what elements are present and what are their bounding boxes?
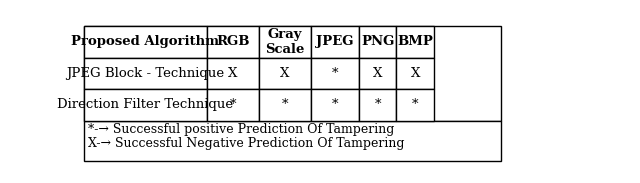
Bar	[207, 89, 259, 121]
Text: Gray
Scale: Gray Scale	[266, 28, 305, 56]
Bar	[259, 89, 311, 121]
Bar	[84, 89, 207, 121]
Text: *: *	[332, 98, 339, 111]
Text: *: *	[230, 98, 236, 111]
Bar	[259, 58, 311, 89]
Bar	[207, 58, 259, 89]
Bar	[259, 26, 311, 58]
Bar	[359, 26, 396, 58]
Text: Proposed Algorithm: Proposed Algorithm	[72, 36, 220, 48]
Text: X: X	[280, 67, 290, 80]
Text: *-→ Successful positive Prediction Of Tampering: *-→ Successful positive Prediction Of Ta…	[88, 123, 394, 136]
Text: X: X	[373, 67, 382, 80]
Bar	[359, 89, 396, 121]
Bar	[359, 58, 396, 89]
Text: X-→ Successful Negative Prediction Of Tampering: X-→ Successful Negative Prediction Of Ta…	[88, 137, 404, 150]
Text: *: *	[374, 98, 381, 111]
Text: X: X	[410, 67, 420, 80]
Text: JPEG Block - Technique: JPEG Block - Technique	[67, 67, 225, 80]
Bar	[84, 26, 500, 121]
Bar	[396, 26, 434, 58]
Bar	[396, 58, 434, 89]
Bar	[84, 58, 207, 89]
Text: JPEG: JPEG	[316, 36, 354, 48]
Bar	[84, 121, 500, 161]
Text: PNG: PNG	[361, 36, 394, 48]
Bar	[311, 58, 359, 89]
Text: *: *	[332, 67, 339, 80]
Bar	[311, 89, 359, 121]
Bar	[396, 89, 434, 121]
Bar	[207, 26, 259, 58]
Bar	[84, 26, 207, 58]
Text: *: *	[282, 98, 288, 111]
Text: BMP: BMP	[397, 36, 433, 48]
Text: X: X	[228, 67, 237, 80]
Bar	[311, 26, 359, 58]
Text: Direction Filter Technique: Direction Filter Technique	[58, 98, 234, 111]
Text: RGB: RGB	[216, 36, 250, 48]
Text: *: *	[412, 98, 419, 111]
